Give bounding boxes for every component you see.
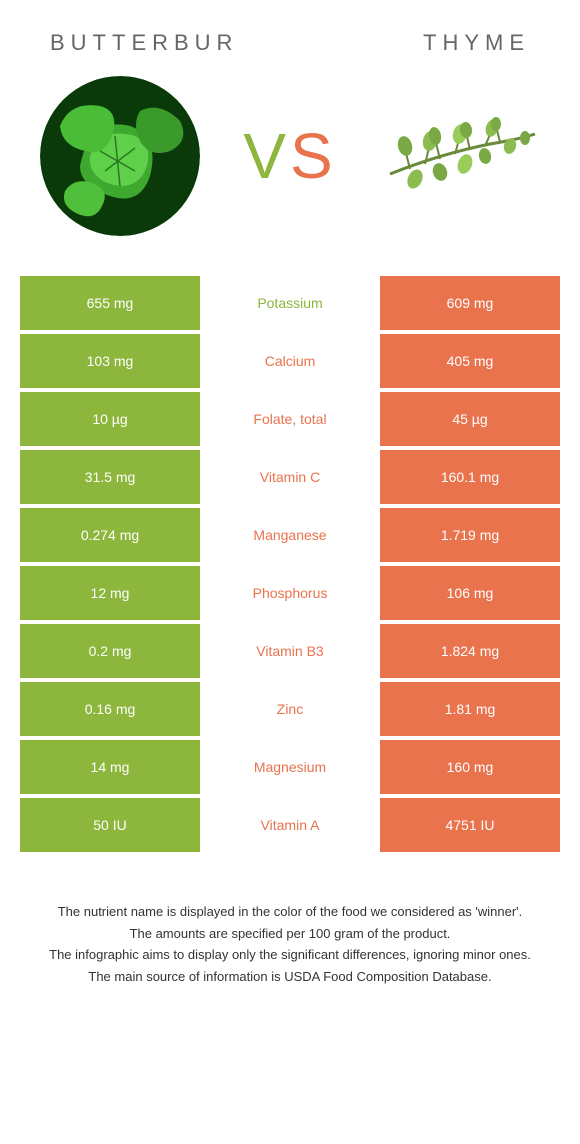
table-row: 0.2 mgVitamin B31.824 mg: [20, 624, 560, 678]
nutrient-label: Vitamin A: [200, 798, 380, 852]
right-food-title: Thyme: [423, 30, 530, 56]
table-row: 14 mgMagnesium160 mg: [20, 740, 560, 794]
nutrient-label: Magnesium: [200, 740, 380, 794]
left-food-image: [40, 76, 200, 236]
vs-v: V: [243, 119, 290, 193]
nutrient-label: Manganese: [200, 508, 380, 562]
right-value: 1.81 mg: [380, 682, 560, 736]
left-value: 0.2 mg: [20, 624, 200, 678]
right-value: 160 mg: [380, 740, 560, 794]
right-value: 45 µg: [380, 392, 560, 446]
nutrient-label: Zinc: [200, 682, 380, 736]
table-row: 655 mgPotassium609 mg: [20, 276, 560, 330]
left-value: 14 mg: [20, 740, 200, 794]
right-value: 1.719 mg: [380, 508, 560, 562]
right-food-image: [380, 94, 540, 219]
thyme-icon: [380, 94, 540, 214]
nutrient-label: Vitamin C: [200, 450, 380, 504]
table-row: 31.5 mgVitamin C160.1 mg: [20, 450, 560, 504]
footer-notes: The nutrient name is displayed in the co…: [20, 902, 560, 986]
table-row: 0.274 mgManganese1.719 mg: [20, 508, 560, 562]
table-row: 103 mgCalcium405 mg: [20, 334, 560, 388]
left-value: 103 mg: [20, 334, 200, 388]
table-row: 50 IUVitamin A4751 IU: [20, 798, 560, 852]
left-value: 10 µg: [20, 392, 200, 446]
left-value: 12 mg: [20, 566, 200, 620]
butterbur-icon: [40, 76, 200, 236]
right-value: 160.1 mg: [380, 450, 560, 504]
footer-line-1: The nutrient name is displayed in the co…: [30, 902, 550, 922]
hero-row: VS: [20, 76, 560, 276]
comparison-table: 655 mgPotassium609 mg103 mgCalcium405 mg…: [20, 276, 560, 852]
left-food-title: Butterbur: [50, 30, 238, 56]
nutrient-label: Potassium: [200, 276, 380, 330]
nutrient-label: Folate, total: [200, 392, 380, 446]
vs-label: VS: [243, 119, 336, 193]
left-value: 0.16 mg: [20, 682, 200, 736]
footer-line-4: The main source of information is USDA F…: [30, 967, 550, 987]
table-row: 0.16 mgZinc1.81 mg: [20, 682, 560, 736]
table-row: 12 mgPhosphorus106 mg: [20, 566, 560, 620]
right-value: 4751 IU: [380, 798, 560, 852]
table-row: 10 µgFolate, total45 µg: [20, 392, 560, 446]
right-value: 609 mg: [380, 276, 560, 330]
nutrient-label: Calcium: [200, 334, 380, 388]
left-value: 655 mg: [20, 276, 200, 330]
nutrient-label: Phosphorus: [200, 566, 380, 620]
vs-s: S: [290, 119, 337, 193]
header: Butterbur Thyme: [20, 20, 560, 76]
right-value: 106 mg: [380, 566, 560, 620]
right-value: 1.824 mg: [380, 624, 560, 678]
left-value: 0.274 mg: [20, 508, 200, 562]
left-value: 31.5 mg: [20, 450, 200, 504]
right-value: 405 mg: [380, 334, 560, 388]
nutrient-label: Vitamin B3: [200, 624, 380, 678]
left-value: 50 IU: [20, 798, 200, 852]
footer-line-2: The amounts are specified per 100 gram o…: [30, 924, 550, 944]
footer-line-3: The infographic aims to display only the…: [30, 945, 550, 965]
